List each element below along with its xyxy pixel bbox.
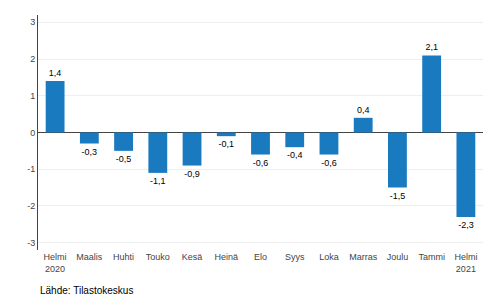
svg-text:Loka: Loka — [319, 252, 339, 262]
svg-text:-0,9: -0,9 — [184, 169, 200, 179]
svg-text:Helmi2021: Helmi2021 — [454, 252, 477, 274]
svg-text:Tammi: Tammi — [418, 252, 445, 262]
svg-text:0: 0 — [30, 128, 35, 138]
svg-text:1,4: 1,4 — [49, 68, 62, 78]
svg-text:-0,5: -0,5 — [116, 154, 132, 164]
svg-text:-2: -2 — [27, 201, 35, 211]
svg-text:-0,1: -0,1 — [219, 139, 235, 149]
svg-text:Lähde: Tilastokeskus: Lähde: Tilastokeskus — [40, 285, 133, 296]
svg-text:1: 1 — [30, 91, 35, 101]
svg-text:-0,6: -0,6 — [321, 158, 337, 168]
svg-text:Marras: Marras — [349, 252, 378, 262]
svg-text:Kesä: Kesä — [182, 252, 203, 262]
svg-text:Elo: Elo — [254, 252, 267, 262]
svg-text:Huhti: Huhti — [113, 252, 134, 262]
svg-text:Joulu: Joulu — [387, 252, 409, 262]
svg-text:-0,3: -0,3 — [82, 147, 98, 157]
svg-text:-1,5: -1,5 — [390, 191, 406, 201]
svg-text:-0,4: -0,4 — [287, 150, 303, 160]
svg-text:-3: -3 — [27, 238, 35, 248]
svg-text:Maalis: Maalis — [76, 252, 103, 262]
svg-text:-2,3: -2,3 — [458, 220, 474, 230]
svg-text:Touko: Touko — [146, 252, 170, 262]
svg-text:2,1: 2,1 — [425, 42, 438, 52]
svg-text:3: 3 — [30, 17, 35, 27]
svg-text:2: 2 — [30, 54, 35, 64]
svg-text:-1: -1 — [27, 164, 35, 174]
svg-text:-1,1: -1,1 — [150, 176, 166, 186]
svg-text:Helmi2020: Helmi2020 — [44, 252, 67, 274]
svg-text:Heinä: Heinä — [215, 252, 239, 262]
svg-text:0,4: 0,4 — [357, 105, 370, 115]
svg-text:Syys: Syys — [285, 252, 305, 262]
svg-text:-0,6: -0,6 — [253, 158, 269, 168]
